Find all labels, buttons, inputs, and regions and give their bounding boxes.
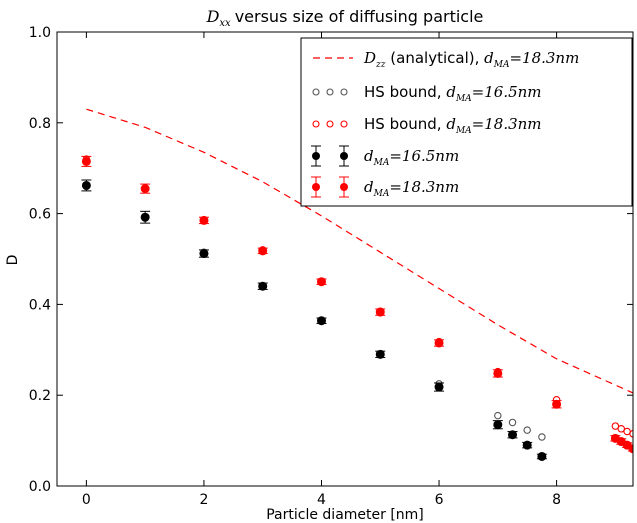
legend-label: HS bound, dMA=18.3nm — [364, 115, 542, 136]
data-point — [508, 430, 518, 440]
y-tick-label: 0.4 — [29, 297, 51, 313]
data-point — [375, 307, 385, 317]
data-point — [434, 382, 444, 392]
data-point — [81, 180, 91, 190]
series-layer — [81, 108, 633, 461]
y-tick-label: 0.2 — [29, 388, 51, 404]
data-point — [258, 281, 268, 291]
y-axis-label: D — [5, 255, 21, 266]
x-axis-label: Particle diameter [nm] — [266, 507, 424, 523]
legend-sample-dot — [312, 152, 320, 160]
x-tick-label: 2 — [199, 492, 208, 508]
hs-bound-point — [611, 422, 620, 430]
data-point — [199, 215, 209, 225]
y-tick-label: 1.0 — [29, 25, 51, 41]
analytical-line — [86, 108, 633, 394]
hs-bound-point — [617, 425, 625, 433]
hs-bound-point — [523, 426, 531, 434]
ticks-layer: 0 2 4 6 8 0.0 0.2 0.4 0.6 0.8 1.0 — [29, 25, 633, 508]
plot-frame — [56, 31, 634, 487]
data-point — [140, 184, 150, 194]
y-tick-label: 0.6 — [29, 207, 51, 223]
data-point — [199, 249, 209, 259]
hs-bound-point — [538, 433, 546, 441]
data-point — [316, 277, 326, 287]
data-point — [522, 440, 532, 450]
x-tick-label: 8 — [552, 492, 561, 508]
data-point — [434, 338, 444, 348]
data-point — [493, 368, 503, 378]
y-tick-label: 0.0 — [29, 479, 51, 495]
x-tick-label: 0 — [82, 492, 91, 508]
data-point — [258, 246, 268, 256]
legend-sample-circle — [340, 120, 348, 128]
x-tick-label: 6 — [435, 492, 444, 508]
legend-box — [300, 37, 633, 207]
legend-sample-dot — [340, 152, 348, 160]
hs-bound-point — [494, 411, 502, 420]
data-point — [537, 451, 547, 461]
legend-label: Dzz (analytical), dMA=18.3nm — [363, 49, 579, 70]
y-tick-label: 0.8 — [29, 116, 51, 132]
legend-sample-dot — [340, 183, 348, 191]
hs-bound-point — [508, 418, 517, 427]
data-point — [628, 444, 633, 454]
legend-sample-circle — [326, 88, 334, 96]
legend-label: dMA=16.5nm — [364, 147, 459, 168]
legend-sample-circle — [326, 120, 334, 128]
data-point — [140, 212, 150, 222]
legend-sample-circle — [312, 120, 320, 128]
data-point — [375, 349, 385, 359]
data-point — [316, 316, 326, 326]
legend-sample-circle — [340, 88, 348, 96]
legend-sample-circle — [312, 88, 320, 96]
legend-label: HS bound, dMA=16.5nm — [364, 83, 542, 104]
data-point — [493, 420, 503, 430]
legend-label: dMA=18.3nm — [364, 178, 459, 199]
x-tick-label: 4 — [317, 492, 326, 508]
data-point — [552, 399, 562, 409]
data-point — [81, 156, 91, 166]
legend-sample-dot — [312, 183, 320, 191]
legend: Dzz (analytical), dMA=18.3nm HS bound, dM… — [300, 37, 633, 207]
chart-title: Dxx versus size of diffusing particle — [206, 7, 484, 29]
